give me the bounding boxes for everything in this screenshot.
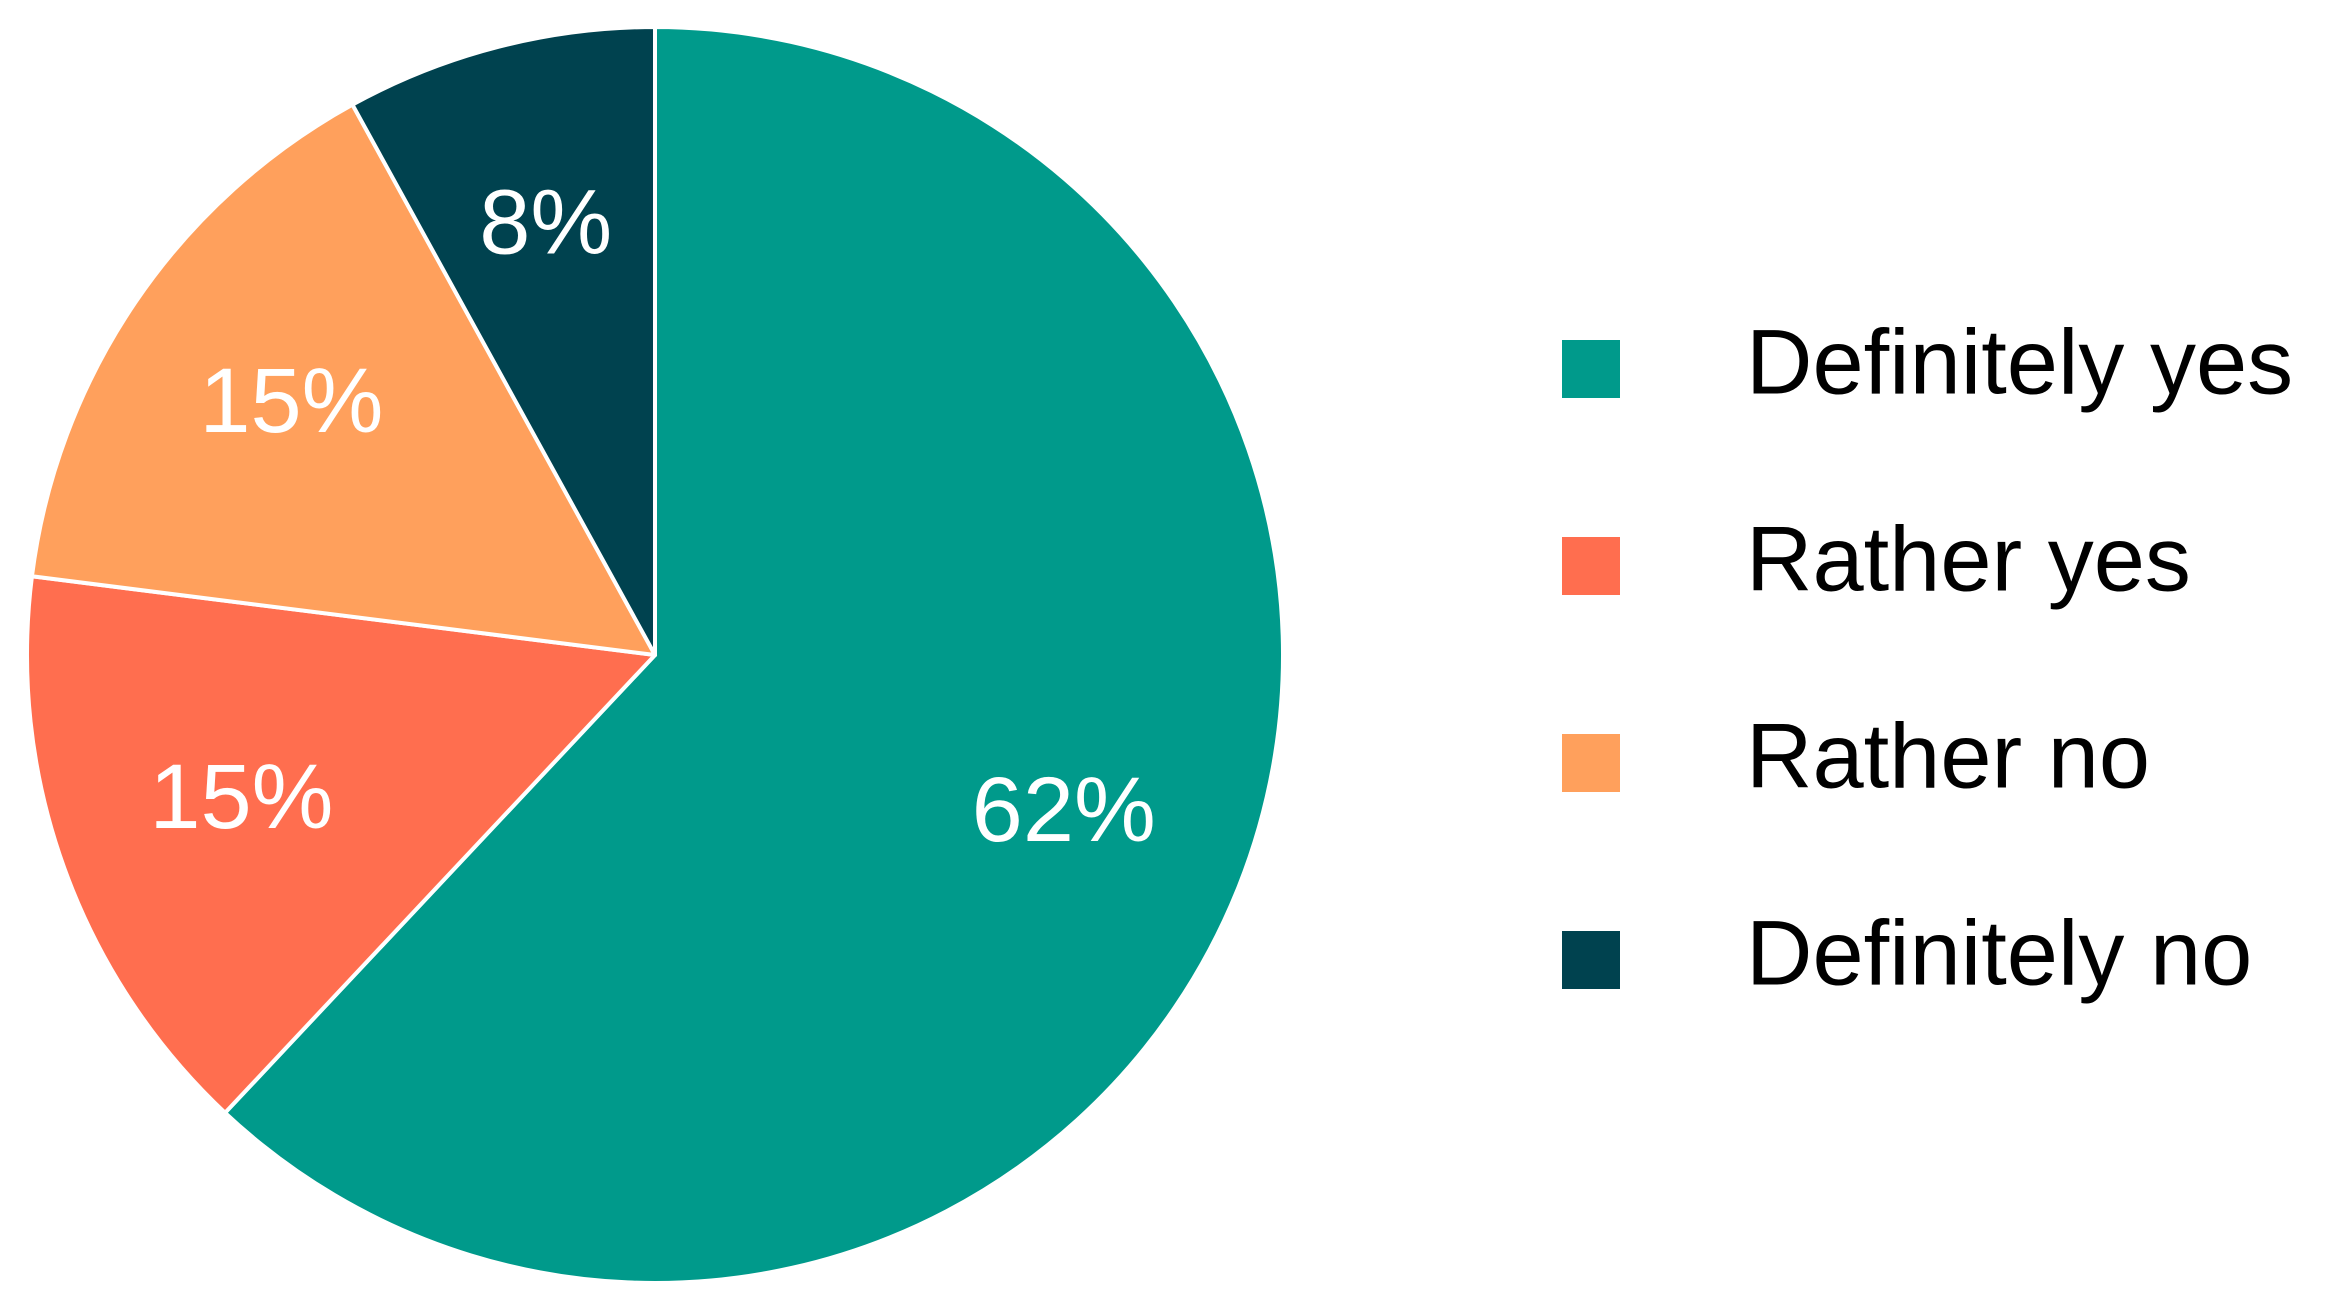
data-label: 15% <box>199 350 383 452</box>
pie-slice <box>25 574 657 1115</box>
legend-swatch <box>1562 340 1620 398</box>
legend-swatch <box>1562 931 1620 989</box>
legend-label: Rather yes <box>1746 508 2191 610</box>
data-label: 15% <box>149 746 333 848</box>
legend-label: Definitely yes <box>1746 311 2293 413</box>
legend-label: Definitely no <box>1746 902 2252 1004</box>
data-label: 62% <box>972 759 1156 861</box>
pie-slice <box>223 25 1285 1285</box>
legend-swatch <box>1562 734 1620 792</box>
legend-swatch <box>1562 537 1620 595</box>
legend-label: Rather no <box>1746 705 2150 807</box>
data-label: 8% <box>479 172 612 274</box>
pie-slice <box>350 25 657 657</box>
pie-slice <box>29 102 657 657</box>
